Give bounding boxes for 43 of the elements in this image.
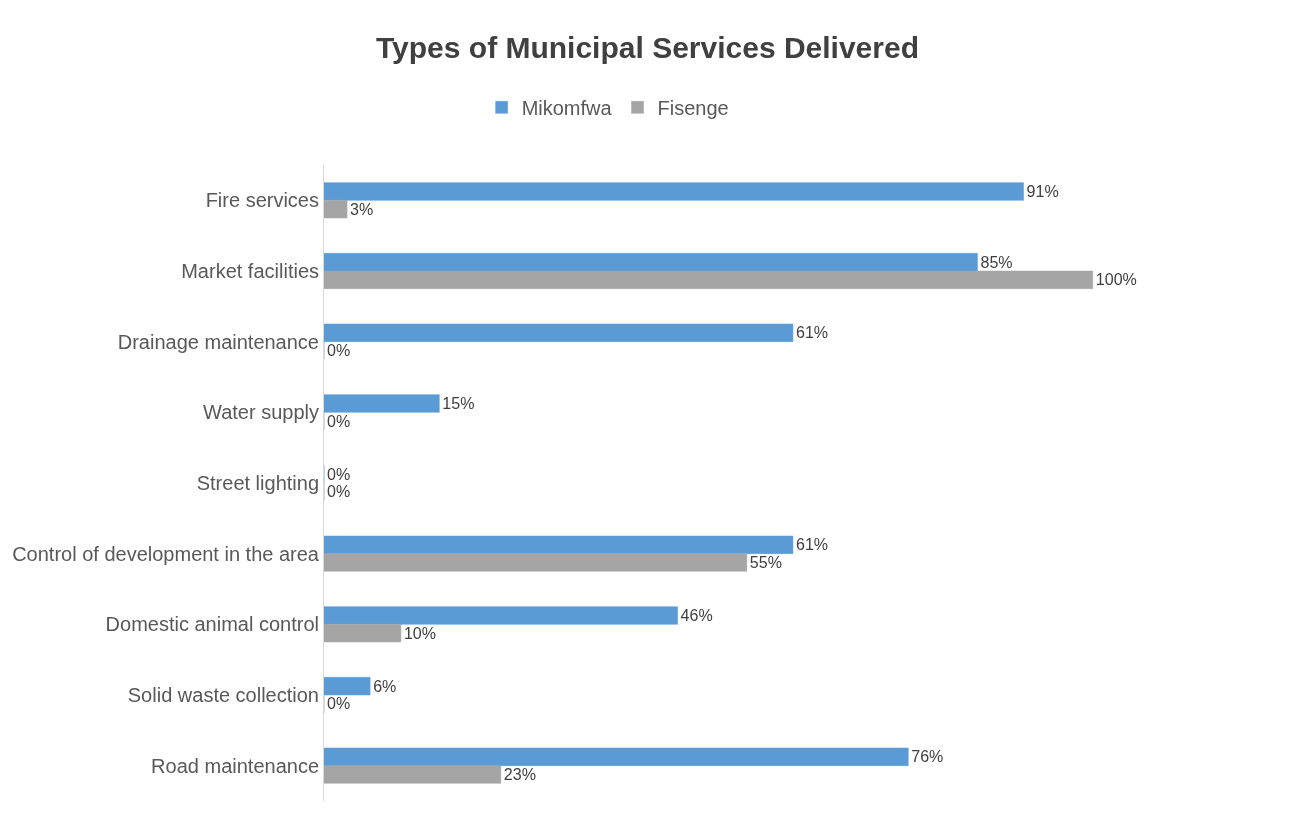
bar (324, 535, 794, 554)
bar (324, 270, 1093, 289)
bar (324, 394, 440, 413)
bar (324, 182, 1024, 201)
data-label: 15% (442, 394, 475, 413)
y-tick-label: Domestic animal control (105, 613, 319, 636)
data-label: 85% (980, 252, 1013, 271)
bar (324, 747, 909, 766)
data-label: 91% (1026, 182, 1059, 201)
bar (324, 323, 794, 342)
legend-label: Fisenge (657, 97, 729, 120)
bar (324, 553, 748, 572)
data-label: 0% (327, 482, 351, 501)
bar (324, 200, 348, 219)
data-label: 0% (327, 411, 351, 430)
data-label: 3% (350, 199, 374, 218)
data-label: 0% (327, 341, 351, 360)
y-tick-label: Drainage maintenance (117, 330, 319, 353)
bar (324, 606, 678, 625)
data-label: 6% (373, 676, 397, 695)
y-tick-label: Water supply (203, 401, 319, 424)
data-label: 0% (327, 694, 351, 713)
chart-title: Types of Municipal Services Delivered (376, 31, 919, 65)
data-label: 55% (749, 553, 782, 572)
data-label: 10% (403, 623, 437, 642)
data-label: 46% (680, 606, 713, 625)
data-label: 61% (795, 323, 829, 342)
bar (324, 677, 371, 696)
legend-label: Mikomfwa (521, 97, 613, 120)
data-label: 100% (1095, 270, 1137, 289)
y-tick-label: Road maintenance (151, 754, 319, 777)
bar (324, 624, 402, 643)
y-tick-label: Street lighting (196, 472, 319, 494)
data-label: 0% (327, 464, 351, 483)
y-tick-label: Solid waste collection (127, 684, 319, 706)
data-label: 23% (503, 765, 536, 784)
bar (324, 253, 978, 272)
y-tick-label: Market facilities (181, 260, 319, 282)
data-label: 61% (795, 535, 829, 554)
y-tick-label: Control of development in the area (12, 542, 320, 565)
data-label: 76% (911, 747, 944, 766)
bar (324, 765, 502, 784)
y-tick-label: Fire services (205, 189, 319, 212)
